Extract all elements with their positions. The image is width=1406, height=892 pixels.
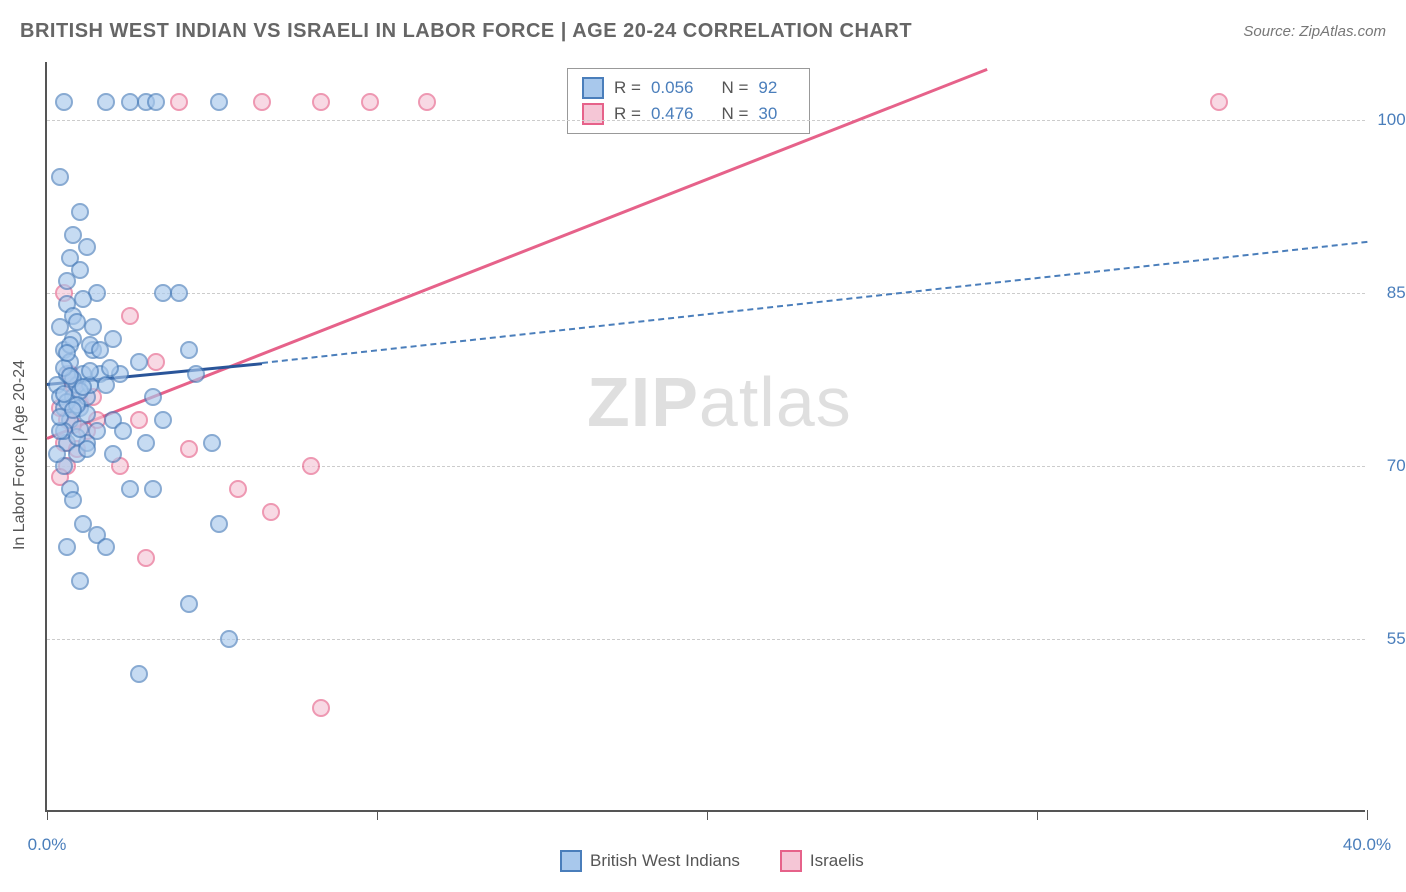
chart-header: BRITISH WEST INDIAN VS ISRAELI IN LABOR … xyxy=(20,20,1386,43)
chart-title: BRITISH WEST INDIAN VS ISRAELI IN LABOR … xyxy=(20,20,912,43)
gridline-horizontal xyxy=(47,466,1365,467)
data-point xyxy=(71,572,89,590)
data-point xyxy=(180,595,198,613)
data-point xyxy=(210,515,228,533)
series-legend: British West Indians Israelis xyxy=(560,850,864,872)
data-point xyxy=(170,93,188,111)
data-point xyxy=(114,422,132,440)
x-tick xyxy=(377,810,378,820)
data-point xyxy=(418,93,436,111)
data-point xyxy=(312,93,330,111)
data-point xyxy=(302,457,320,475)
data-point xyxy=(220,630,238,648)
data-point xyxy=(58,538,76,556)
gridline-horizontal xyxy=(47,639,1365,640)
gridline-horizontal xyxy=(47,120,1365,121)
data-point xyxy=(78,440,96,458)
data-point xyxy=(71,420,89,438)
data-point xyxy=(64,226,82,244)
legend-item: Israelis xyxy=(780,850,864,872)
data-point xyxy=(170,284,188,302)
data-point xyxy=(74,378,92,396)
legend-swatch xyxy=(582,103,604,125)
data-point xyxy=(97,93,115,111)
legend-label: Israelis xyxy=(810,851,864,871)
y-tick-label: 55.0% xyxy=(1387,629,1406,649)
data-point xyxy=(74,290,92,308)
gridline-horizontal xyxy=(47,293,1365,294)
data-point xyxy=(101,359,119,377)
legend-swatch xyxy=(582,77,604,99)
data-point xyxy=(58,344,76,362)
data-point xyxy=(121,93,139,111)
data-point xyxy=(262,503,280,521)
data-point xyxy=(229,480,247,498)
x-tick xyxy=(1037,810,1038,820)
x-tick xyxy=(1367,810,1368,820)
data-point xyxy=(180,440,198,458)
data-point xyxy=(130,411,148,429)
data-point xyxy=(130,665,148,683)
y-tick-label: 100.0% xyxy=(1377,110,1406,130)
legend-row: R =0.056N =92 xyxy=(582,77,795,99)
data-point xyxy=(104,445,122,463)
trend-line xyxy=(261,241,1367,364)
legend-swatch xyxy=(560,850,582,872)
correlation-legend: R =0.056N =92 R =0.476N =30 xyxy=(567,68,810,134)
data-point xyxy=(144,480,162,498)
data-point xyxy=(154,411,172,429)
data-point xyxy=(68,313,86,331)
watermark: ZIPatlas xyxy=(587,362,852,442)
data-point xyxy=(121,480,139,498)
data-point xyxy=(81,362,99,380)
data-point xyxy=(64,401,82,419)
x-tick-label: 40.0% xyxy=(1343,835,1391,855)
data-point xyxy=(84,318,102,336)
data-point xyxy=(130,353,148,371)
legend-label: British West Indians xyxy=(590,851,740,871)
data-point xyxy=(51,168,69,186)
data-point xyxy=(187,365,205,383)
legend-swatch xyxy=(780,850,802,872)
x-tick xyxy=(47,810,48,820)
y-axis-label: In Labor Force | Age 20-24 xyxy=(11,360,29,550)
y-tick-label: 85.0% xyxy=(1387,283,1406,303)
data-point xyxy=(121,307,139,325)
data-point xyxy=(137,549,155,567)
data-point xyxy=(88,422,106,440)
x-tick xyxy=(707,810,708,820)
data-point xyxy=(58,272,76,290)
data-point xyxy=(1210,93,1228,111)
legend-item: British West Indians xyxy=(560,850,740,872)
chart-source: Source: ZipAtlas.com xyxy=(1243,23,1386,40)
legend-row: R =0.476N =30 xyxy=(582,103,795,125)
data-point xyxy=(91,341,109,359)
data-point xyxy=(55,93,73,111)
data-point xyxy=(147,353,165,371)
y-tick-label: 70.0% xyxy=(1387,456,1406,476)
data-point xyxy=(253,93,271,111)
data-point xyxy=(97,538,115,556)
x-tick-label: 0.0% xyxy=(28,835,67,855)
data-point xyxy=(361,93,379,111)
trend-line xyxy=(46,68,988,440)
data-point xyxy=(312,699,330,717)
data-point xyxy=(210,93,228,111)
data-point xyxy=(137,434,155,452)
data-point xyxy=(64,491,82,509)
data-point xyxy=(48,445,66,463)
data-point xyxy=(203,434,221,452)
data-point xyxy=(154,284,172,302)
scatter-plot: ZIPatlas R =0.056N =92R =0.476N =30 55.0… xyxy=(45,62,1365,812)
data-point xyxy=(144,388,162,406)
data-point xyxy=(147,93,165,111)
data-point xyxy=(180,341,198,359)
data-point xyxy=(71,203,89,221)
